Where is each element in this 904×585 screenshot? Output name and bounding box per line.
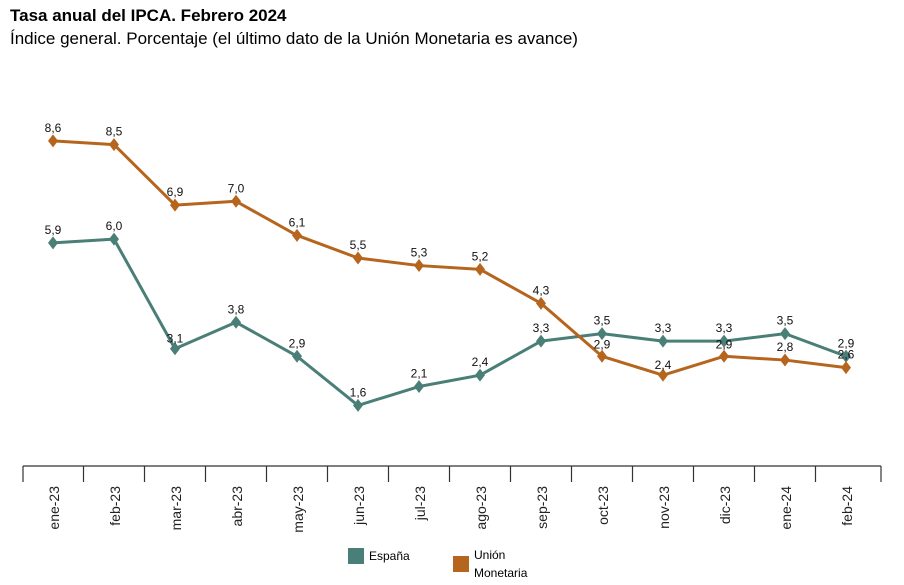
- data-label-espana: 3,1: [167, 332, 184, 346]
- series-layer: [48, 134, 851, 412]
- data-point-espana: [353, 398, 363, 412]
- data-point-union-monetaria: [414, 259, 424, 273]
- legend-item-espana: España: [348, 548, 410, 564]
- data-label-union-monetaria: 2,6: [838, 348, 855, 362]
- data-label-union-monetaria: 2,8: [777, 340, 794, 354]
- data-label-espana: 2,1: [411, 367, 428, 381]
- data-label-union-monetaria: 8,5: [106, 125, 123, 139]
- x-axis: ene-23 feb-23 mar-23 abr-23 may-23 jun-23 jul-…: [22, 465, 882, 533]
- data-point-espana: [48, 236, 58, 250]
- legend-swatch-espana: [348, 548, 364, 564]
- data-label-espana: 3,8: [228, 302, 245, 316]
- data-point-espana: [780, 327, 790, 341]
- x-tick-label: jul-23: [412, 486, 428, 521]
- data-label-union-monetaria: 4,3: [533, 283, 550, 297]
- data-point-union-monetaria: [719, 349, 729, 363]
- chart-title: Tasa anual del IPCA. Febrero 2024: [10, 6, 287, 25]
- series-line-union-monetaria: [52, 139, 847, 377]
- series-line-espana: [52, 237, 847, 407]
- data-point-espana: [414, 380, 424, 394]
- data-label-espana: 3,5: [777, 314, 794, 328]
- data-label-espana: 2,4: [472, 355, 489, 369]
- data-point-espana: [292, 349, 302, 363]
- x-tick-label: feb-23: [107, 486, 123, 526]
- x-tick-label: sep-23: [534, 486, 550, 529]
- data-label-espana: 1,6: [350, 385, 367, 399]
- data-label-union-monetaria: 5,2: [472, 249, 489, 263]
- data-label-union-monetaria: 6,1: [289, 215, 306, 229]
- data-point-union-monetaria: [353, 251, 363, 265]
- data-point-union-monetaria: [780, 353, 790, 367]
- data-label-union-monetaria: 5,3: [411, 246, 428, 260]
- data-label-union-monetaria: 5,5: [350, 238, 367, 252]
- data-label-espana: 5,9: [45, 223, 62, 237]
- data-point-espana: [597, 327, 607, 341]
- data-point-union-monetaria: [48, 134, 58, 148]
- chart-subtitle: Índice general. Porcentaje (el último da…: [10, 29, 578, 48]
- data-point-espana: [841, 349, 851, 363]
- data-label-espana: 2,9: [289, 336, 306, 350]
- legend-item-union-monetaria: Unión Monetaria: [453, 546, 544, 582]
- x-tick-label: jun-23: [351, 486, 367, 526]
- x-tick-label: oct-23: [595, 486, 611, 525]
- data-labels: 5,9 6,0 3,1 3,8 2,9 1,6 2,1 2,4 3,3 3,5 3,3 3,3 3,5 2…: [45, 121, 855, 400]
- data-point-union-monetaria: [841, 361, 851, 375]
- data-label-espana: 3,3: [716, 321, 733, 335]
- data-label-union-monetaria: 8,6: [45, 121, 62, 135]
- data-point-espana: [658, 334, 668, 348]
- x-tick-label: abr-23: [229, 486, 245, 527]
- data-point-union-monetaria: [658, 368, 668, 382]
- data-label-union-monetaria: 2,9: [716, 337, 733, 351]
- x-tick-label: dic-23: [717, 486, 733, 524]
- data-label-espana: 3,3: [655, 321, 672, 335]
- data-label-union-monetaria: 2,9: [594, 337, 611, 351]
- legend-label-union-monetaria: Unión Monetaria: [474, 548, 528, 580]
- data-point-union-monetaria: [597, 349, 607, 363]
- legend-swatch-union-monetaria: [453, 556, 469, 572]
- data-point-union-monetaria: [170, 198, 180, 212]
- data-point-union-monetaria: [475, 262, 485, 276]
- x-tick-label: ago-23: [473, 486, 489, 530]
- data-point-espana: [536, 334, 546, 348]
- data-point-espana: [719, 334, 729, 348]
- data-label-espana: 3,5: [594, 314, 611, 328]
- x-tick-label: ene-24: [778, 486, 794, 530]
- x-tick-label: may-23: [290, 486, 306, 533]
- data-point-espana: [109, 232, 119, 246]
- x-tick-label: nov-23: [656, 486, 672, 529]
- data-point-espana: [170, 342, 180, 356]
- legend-label-espana: España: [369, 549, 410, 563]
- data-label-espana: 3,3: [533, 321, 550, 335]
- data-label-union-monetaria: 2,4: [655, 358, 672, 372]
- data-point-union-monetaria: [292, 228, 302, 242]
- data-label-espana: 6,0: [106, 219, 123, 233]
- x-tick-label: feb-24: [839, 486, 855, 526]
- x-tick-label: ene-23: [46, 486, 62, 530]
- data-point-union-monetaria: [109, 138, 119, 152]
- data-label-union-monetaria: 6,9: [167, 185, 184, 199]
- x-tick-label: mar-23: [168, 486, 184, 531]
- data-point-espana: [231, 315, 241, 329]
- data-label-union-monetaria: 7,0: [228, 181, 245, 195]
- data-point-union-monetaria: [536, 296, 546, 310]
- data-label-espana: 2,9: [838, 336, 855, 350]
- data-point-union-monetaria: [231, 194, 241, 208]
- data-point-espana: [475, 368, 485, 382]
